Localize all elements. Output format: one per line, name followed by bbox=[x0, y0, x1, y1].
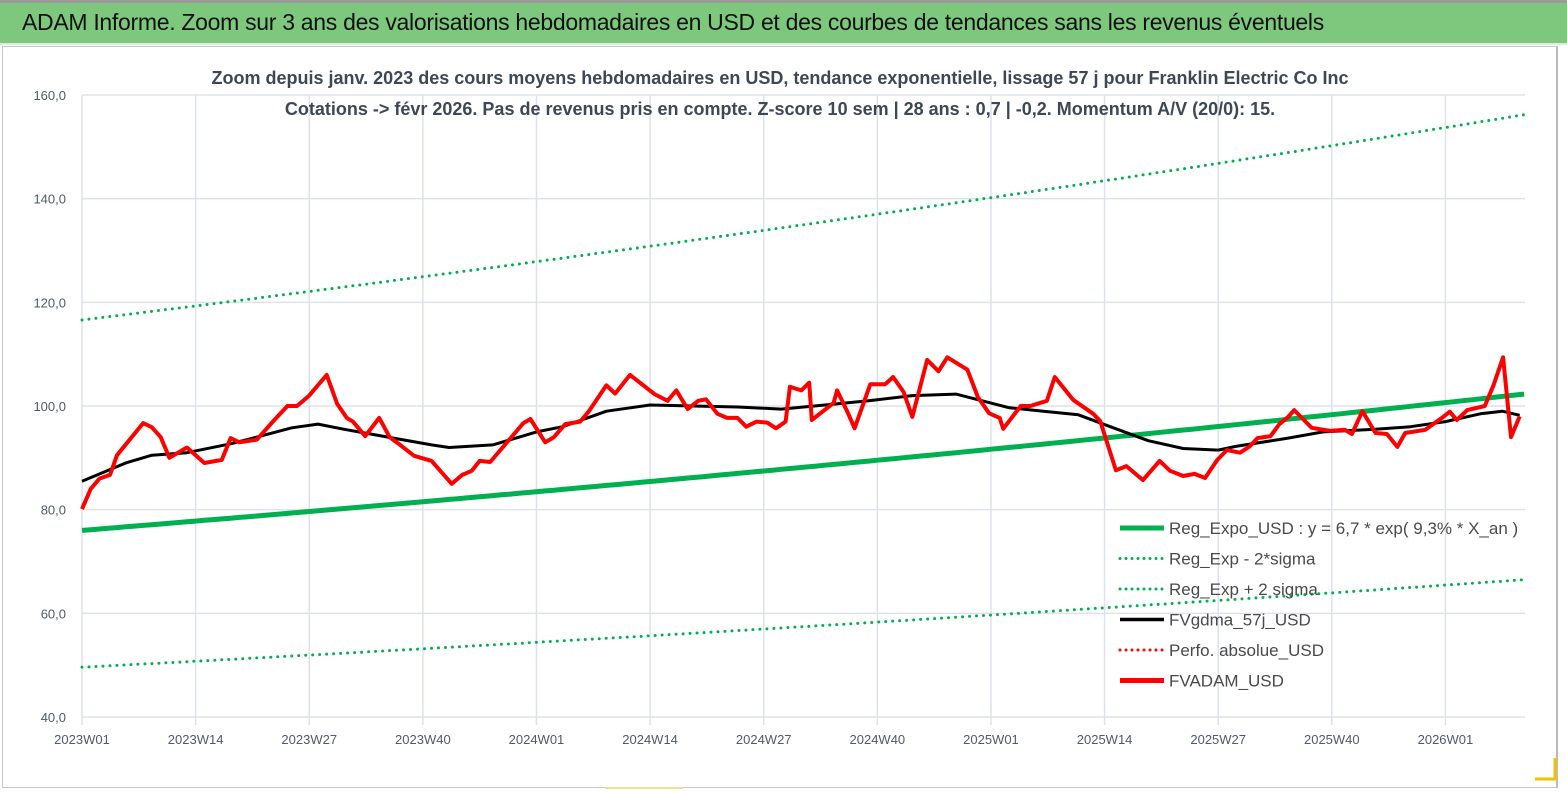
series-line-reg-exp-2 bbox=[80, 113, 1526, 322]
top-border bbox=[0, 0, 1567, 3]
series-line-fvgdma-57j-usd-3 bbox=[81, 392, 1521, 483]
legend-label: Reg_Exp + 2 sigma bbox=[1169, 580, 1318, 599]
y-tick-label: 60,0 bbox=[41, 606, 66, 621]
series-line-reg-exp-1 bbox=[80, 578, 1526, 669]
header-bar: ADAM Informe. Zoom sur 3 ans des valoris… bbox=[0, 3, 1567, 45]
legend-label: Reg_Expo_USD : y = 6,7 * exp( 9,3% * X_a… bbox=[1169, 519, 1518, 538]
legend-label: Perfo. absolue_USD bbox=[1169, 641, 1324, 660]
axes: 40,0 60,0 80,0 100,0 120,0 140,0 160,0 2023W01 2… bbox=[33, 88, 1473, 747]
legend-label: FVgdma_57j_USD bbox=[1169, 611, 1311, 630]
chart-frame bbox=[2, 46, 1558, 788]
y-tick-label: 80,0 bbox=[41, 503, 66, 518]
chart-subtitle: Cotations -> févr 2026. Pas de revenus p… bbox=[285, 99, 1275, 119]
resize-handle[interactable] bbox=[1535, 758, 1557, 781]
x-tick-label: 2024W27 bbox=[736, 732, 792, 747]
legend-label: Reg_Exp - 2*sigma bbox=[1169, 550, 1316, 569]
x-tick-label: 2023W40 bbox=[395, 732, 451, 747]
x-tick-label: 2023W27 bbox=[281, 732, 337, 747]
x-tick-label: 2026W01 bbox=[1418, 732, 1474, 747]
legend: Reg_Expo_USD : y = 6,7 * exp( 9,3% * X_a… bbox=[1118, 519, 1518, 691]
x-tick-label: 2025W14 bbox=[1077, 732, 1133, 747]
y-tick-label: 100,0 bbox=[33, 399, 66, 414]
legend-label: FVADAM_USD bbox=[1169, 672, 1284, 691]
y-tick-label: 160,0 bbox=[33, 88, 66, 103]
x-tick-label: 2023W14 bbox=[168, 732, 224, 747]
y-tick-label: 120,0 bbox=[33, 295, 66, 310]
header-title: ADAM Informe. Zoom sur 3 ans des valoris… bbox=[22, 9, 1324, 35]
x-tick-label: 2024W14 bbox=[622, 732, 678, 747]
x-tick-label: 2023W01 bbox=[54, 732, 110, 747]
grid bbox=[81, 94, 1525, 725]
x-tick-label: 2025W01 bbox=[963, 732, 1019, 747]
chart-title: Zoom depuis janv. 2023 des cours moyens … bbox=[211, 68, 1348, 88]
y-tick-label: 40,0 bbox=[41, 710, 66, 725]
x-tick-label: 2025W27 bbox=[1190, 732, 1246, 747]
x-tick-label: 2024W01 bbox=[509, 732, 565, 747]
series-line-fvadam-usd-5 bbox=[80, 355, 1522, 510]
y-tick-label: 140,0 bbox=[33, 192, 66, 207]
x-tick-label: 2024W40 bbox=[850, 732, 906, 747]
series-lines bbox=[80, 113, 1526, 669]
x-tick-label: 2025W40 bbox=[1304, 732, 1360, 747]
